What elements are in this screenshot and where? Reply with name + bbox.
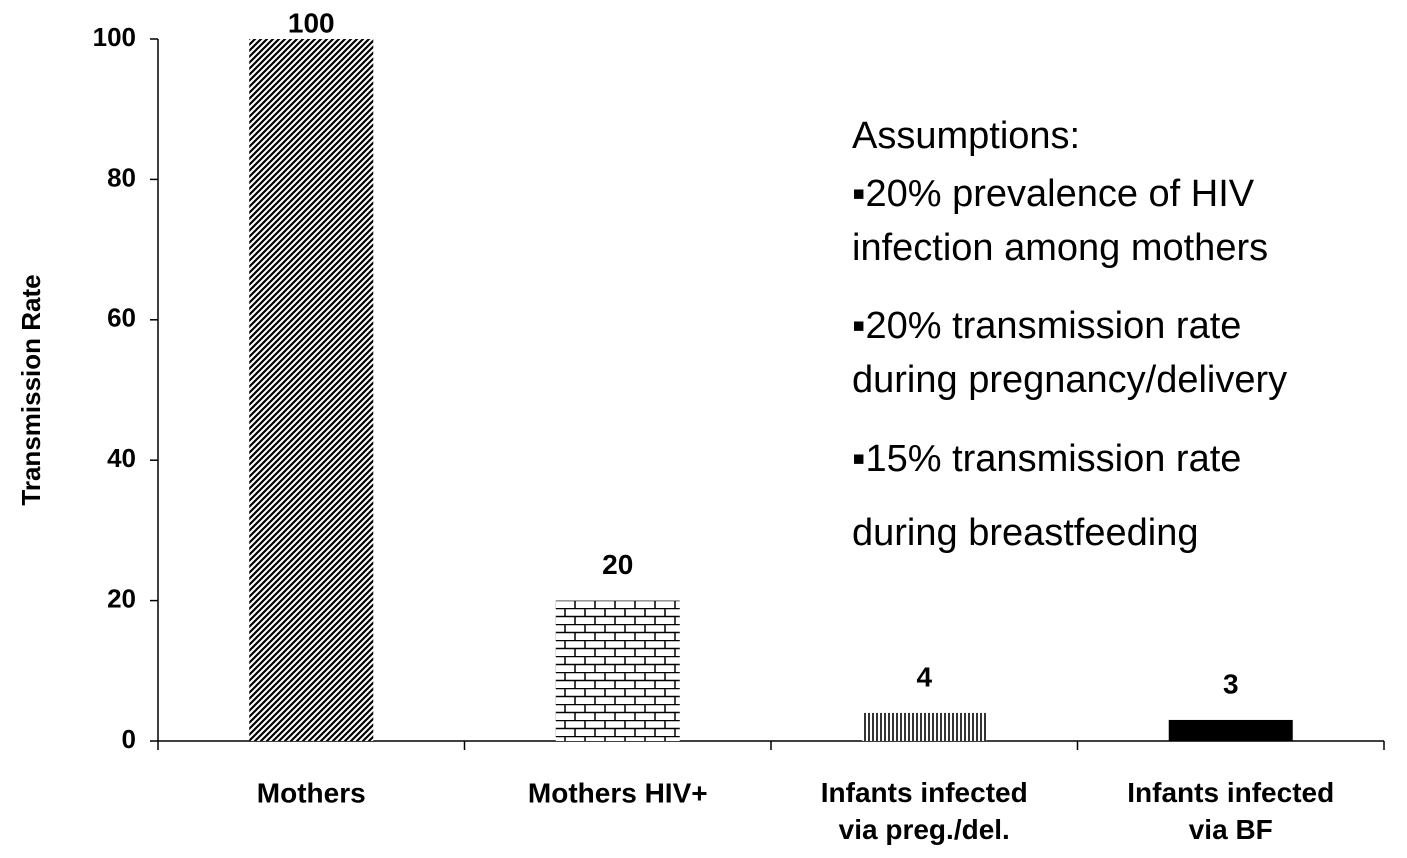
x-tick-label: Infants infected via BF: [1127, 777, 1334, 845]
bar: [249, 39, 374, 741]
bar: [862, 712, 987, 741]
y-tick-label: 100: [93, 22, 136, 52]
y-tick-label: 40: [107, 443, 136, 473]
annotation: ▪20% transmission rate during pregnancy/d…: [852, 305, 1287, 401]
value-label: 20: [602, 549, 633, 580]
value-label: 100: [288, 7, 335, 38]
y-tick-label: 80: [107, 162, 136, 192]
y-tick-label: 60: [107, 303, 136, 333]
x-tick-label: Infants infected via preg./del.: [821, 777, 1028, 845]
value-label: 3: [1223, 668, 1239, 699]
annotation: Assumptions:: [852, 115, 1080, 157]
x-tick-label: Mothers: [257, 777, 366, 808]
y-axis-title: Transmission Rate: [16, 274, 46, 505]
annotation: ▪15% transmission rate during breastfeedi…: [852, 438, 1241, 554]
annotation: ▪20% prevalence of HIV infection among mo…: [852, 173, 1268, 269]
bar: [1168, 719, 1293, 741]
x-tick-label: Mothers HIV+: [528, 777, 708, 808]
y-tick-label: 0: [122, 724, 136, 754]
value-label: 4: [916, 661, 932, 692]
y-tick-label: 20: [107, 583, 136, 613]
bar: [555, 600, 680, 741]
